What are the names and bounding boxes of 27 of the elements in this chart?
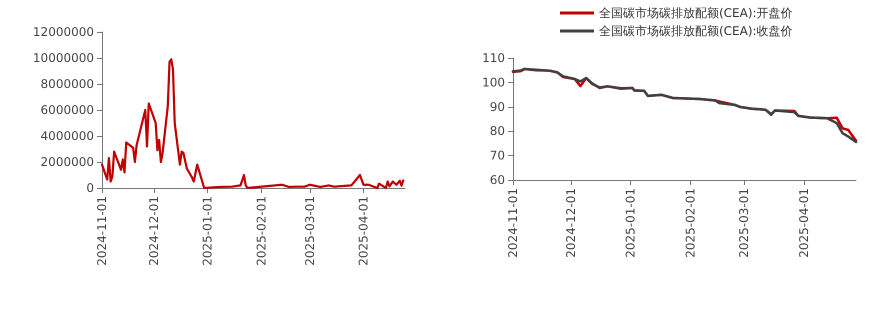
y-tick-label: 6000000 — [40, 103, 94, 117]
y-tick-label: 60 — [490, 173, 505, 187]
x-tick-label: 2025-02-01 — [254, 196, 268, 266]
y-tick-label: 12000000 — [32, 25, 94, 39]
y-tick-label: 2000000 — [40, 155, 94, 169]
y-tick-label: 80 — [490, 124, 505, 138]
y-tick-label: 70 — [490, 148, 505, 163]
legend-label: 全国碳市场碳排放配额(CEA):收盘价 — [599, 24, 793, 38]
y-tick-label: 90 — [490, 100, 505, 114]
y-tick-label: 10000000 — [32, 51, 94, 65]
x-tick-label: 2025-04-01 — [356, 196, 370, 266]
x-tick-label: 2025-04-01 — [796, 188, 811, 258]
x-tick-label: 2025-01-01 — [200, 196, 215, 266]
y-tick-label: 110 — [482, 51, 505, 65]
y-tick-label: 8000000 — [40, 77, 94, 91]
x-tick-label: 2024-12-01 — [564, 188, 578, 258]
y-tick-label: 4000000 — [40, 129, 94, 143]
legend-label: 全国碳市场碳排放配额(CEA):开盘价 — [599, 6, 793, 20]
y-tick-label: 0 — [86, 181, 94, 195]
x-tick-label: 2025-03-01 — [737, 188, 752, 258]
x-tick-label: 2024-11-01 — [506, 188, 520, 258]
x-tick-label: 2024-11-01 — [95, 196, 109, 266]
x-tick-label: 2024-12-01 — [146, 196, 161, 266]
x-tick-label: 2025-01-01 — [624, 188, 638, 258]
x-tick-label: 2025-03-01 — [302, 196, 317, 266]
y-tick-label: 100 — [482, 75, 505, 90]
x-tick-label: 2025-02-01 — [683, 188, 698, 258]
